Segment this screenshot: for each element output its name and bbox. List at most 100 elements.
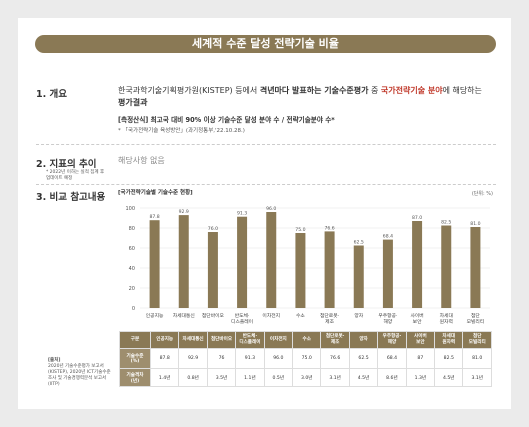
x-tick-label: 보안	[413, 318, 422, 325]
table-header-row: 구분 인공지능 차세대통신 첨단바이오 반도체· 디스플레이 이차전지 수소 첨단…	[119, 331, 492, 349]
table-cell: 68.4	[377, 348, 407, 369]
table-cell: 0.8년	[178, 368, 208, 387]
data-label: 76.0	[208, 226, 218, 232]
table-cell: 4.5년	[348, 368, 379, 387]
y-tick-label: 40	[129, 266, 135, 272]
data-label: 81.0	[470, 221, 480, 227]
data-label: 62.5	[354, 240, 364, 246]
x-tick-label: 이차전지	[262, 312, 280, 319]
data-label: 82.5	[441, 220, 451, 226]
table-header: 차세대통신	[178, 331, 208, 349]
x-tick-label: 인공지능	[146, 312, 164, 319]
table-header: 인공지능	[149, 331, 180, 349]
table-cell: 75.0	[292, 348, 322, 369]
table-header: 수소	[292, 331, 322, 349]
bar	[237, 216, 248, 308]
table-cell: 91.3	[235, 348, 265, 369]
table-cell: 81.0	[462, 348, 492, 369]
x-tick-label: 차세대	[440, 312, 453, 319]
section-1-body: 한국과학기술기획평가원(KISTEP) 등에서 격년마다 발표하는 기술수준평가…	[118, 85, 498, 109]
measurement-formula: [측정산식] 최고국 대비 90% 이상 기술수준 달성 분야 수 / 전략기술…	[118, 116, 335, 124]
data-label: 76.6	[324, 225, 334, 231]
trend-note-line1: * 2022년 이하는 실적 집계 후	[46, 170, 105, 175]
data-label: 96.0	[266, 206, 276, 212]
data-label: 87.0	[412, 215, 422, 221]
table-header: 첨단 모빌리티	[462, 331, 492, 349]
table-cell: 96.0	[263, 348, 294, 369]
bar	[178, 215, 189, 308]
bar	[441, 225, 452, 308]
x-tick-label: 첨단	[471, 312, 480, 319]
data-label: 91.3	[237, 211, 247, 217]
row-label-tech-level: 기술수준 (%)	[119, 348, 151, 369]
trend-note-line2: 업데이트 예정	[46, 176, 73, 181]
x-tick-label: 제조	[325, 318, 334, 325]
x-tick-label: 사이버	[410, 312, 423, 319]
chart-unit: (단위: %)	[471, 191, 493, 197]
table-header: 차세대 원자력	[434, 331, 464, 349]
section-1-title: 1. 개요	[36, 89, 68, 100]
table-header: 반도체· 디스플레이	[235, 331, 265, 349]
table-cell: 3.1년	[320, 368, 350, 387]
table-header: 첨단바이오	[206, 331, 237, 349]
y-tick-label: 0	[132, 306, 135, 312]
tech-level-table: 구분 인공지능 차세대통신 첨단바이오 반도체· 디스플레이 이차전지 수소 첨단…	[119, 331, 492, 387]
data-label: 87.8	[149, 214, 159, 220]
x-tick-label: 원자력	[440, 318, 453, 325]
data-label: 68.4	[383, 234, 393, 240]
table-header: 첨단로봇· 제조	[320, 331, 350, 349]
bar	[207, 232, 218, 308]
table-header: 사이버 보안	[405, 331, 436, 349]
table-cell: 1.1년	[235, 368, 265, 387]
y-tick-label: 80	[129, 226, 135, 232]
table-cell: 4.5년	[434, 368, 464, 387]
x-tick-label: 수소	[296, 313, 305, 319]
table-header: 우주항공· 해양	[377, 331, 407, 349]
table-cell: 3.5년	[206, 368, 237, 387]
row-label-tech-gap: 기술격차 (년)	[119, 368, 151, 387]
s1-text-c: 중	[368, 86, 381, 95]
x-tick-label: 첨단바이오	[202, 312, 225, 319]
x-tick-label: 양자	[354, 312, 363, 319]
x-tick-label: 해양	[384, 318, 393, 325]
table-corner: 구분	[119, 331, 151, 349]
section-2-title: 2. 지표의 추이	[36, 159, 97, 170]
tech-level-bar-chart: 0 20 40 60 80 100 87.8 인공지능 92.9 차세대통신 76.0 첨단바이오 91…	[125, 206, 490, 325]
table-header: 이차전지	[263, 331, 294, 349]
document-page: 세계적 수준 달성 전략기술 비율 1. 개요 한국과학기술기획평가원(KIST…	[18, 18, 511, 409]
bar	[295, 233, 306, 308]
x-tick-label: 디스플레이	[231, 318, 253, 325]
table-cell: 1.4년	[149, 368, 180, 387]
bar	[353, 245, 364, 308]
bar	[324, 231, 335, 308]
x-tick-label: 첨단로봇·	[320, 312, 339, 319]
source-title: [출처]	[48, 358, 61, 363]
bar	[149, 220, 160, 308]
bar	[382, 239, 393, 308]
table-header: 양자	[348, 331, 379, 349]
section-3-title: 3. 비교 참고내용	[36, 192, 106, 203]
s1-text-line2: 평가결과	[118, 98, 148, 107]
divider-2	[36, 184, 496, 185]
table-cell: 1.3년	[405, 368, 436, 387]
divider-1	[36, 144, 496, 145]
bar	[412, 221, 423, 308]
table-row-tech-gap: 기술격차 (년) 1.4년 0.8년 3.5년 1.1년 0.5년 3.0년 3.…	[119, 368, 492, 387]
table-cell: 62.5	[348, 348, 379, 369]
s1-text-a: 한국과학기술기획평가원(KISTEP) 등에서	[118, 86, 260, 95]
s1-text-e: 에 해당하는	[442, 86, 482, 95]
trend-note: * 2022년 이하는 실적 집계 후 업데이트 예정	[46, 170, 104, 182]
source-note: [출처] 2020년 기술수준평가 보고서(KISTEP), 2020년 ICT…	[48, 358, 113, 388]
s1-text-d: 국가전략기술 분야	[380, 86, 443, 95]
y-tick-label: 100	[125, 206, 135, 212]
y-tick-label: 60	[129, 246, 135, 252]
s1-text-b: 격년마다 발표하는 기술수준평가	[259, 86, 369, 95]
trend-text: 해당사항 없음	[118, 156, 165, 165]
table-row-tech-level: 기술수준 (%) 87.8 92.9 76 91.3 96.0 75.0 76.6…	[119, 348, 492, 369]
x-tick-label: 차세대통신	[173, 312, 195, 319]
table-cell: 8.6년	[377, 368, 407, 387]
table-cell: 76.6	[320, 348, 350, 369]
table-cell: 0.5년	[263, 368, 294, 387]
table-cell: 76	[206, 348, 237, 369]
x-tick-label: 모빌리티	[467, 318, 485, 325]
